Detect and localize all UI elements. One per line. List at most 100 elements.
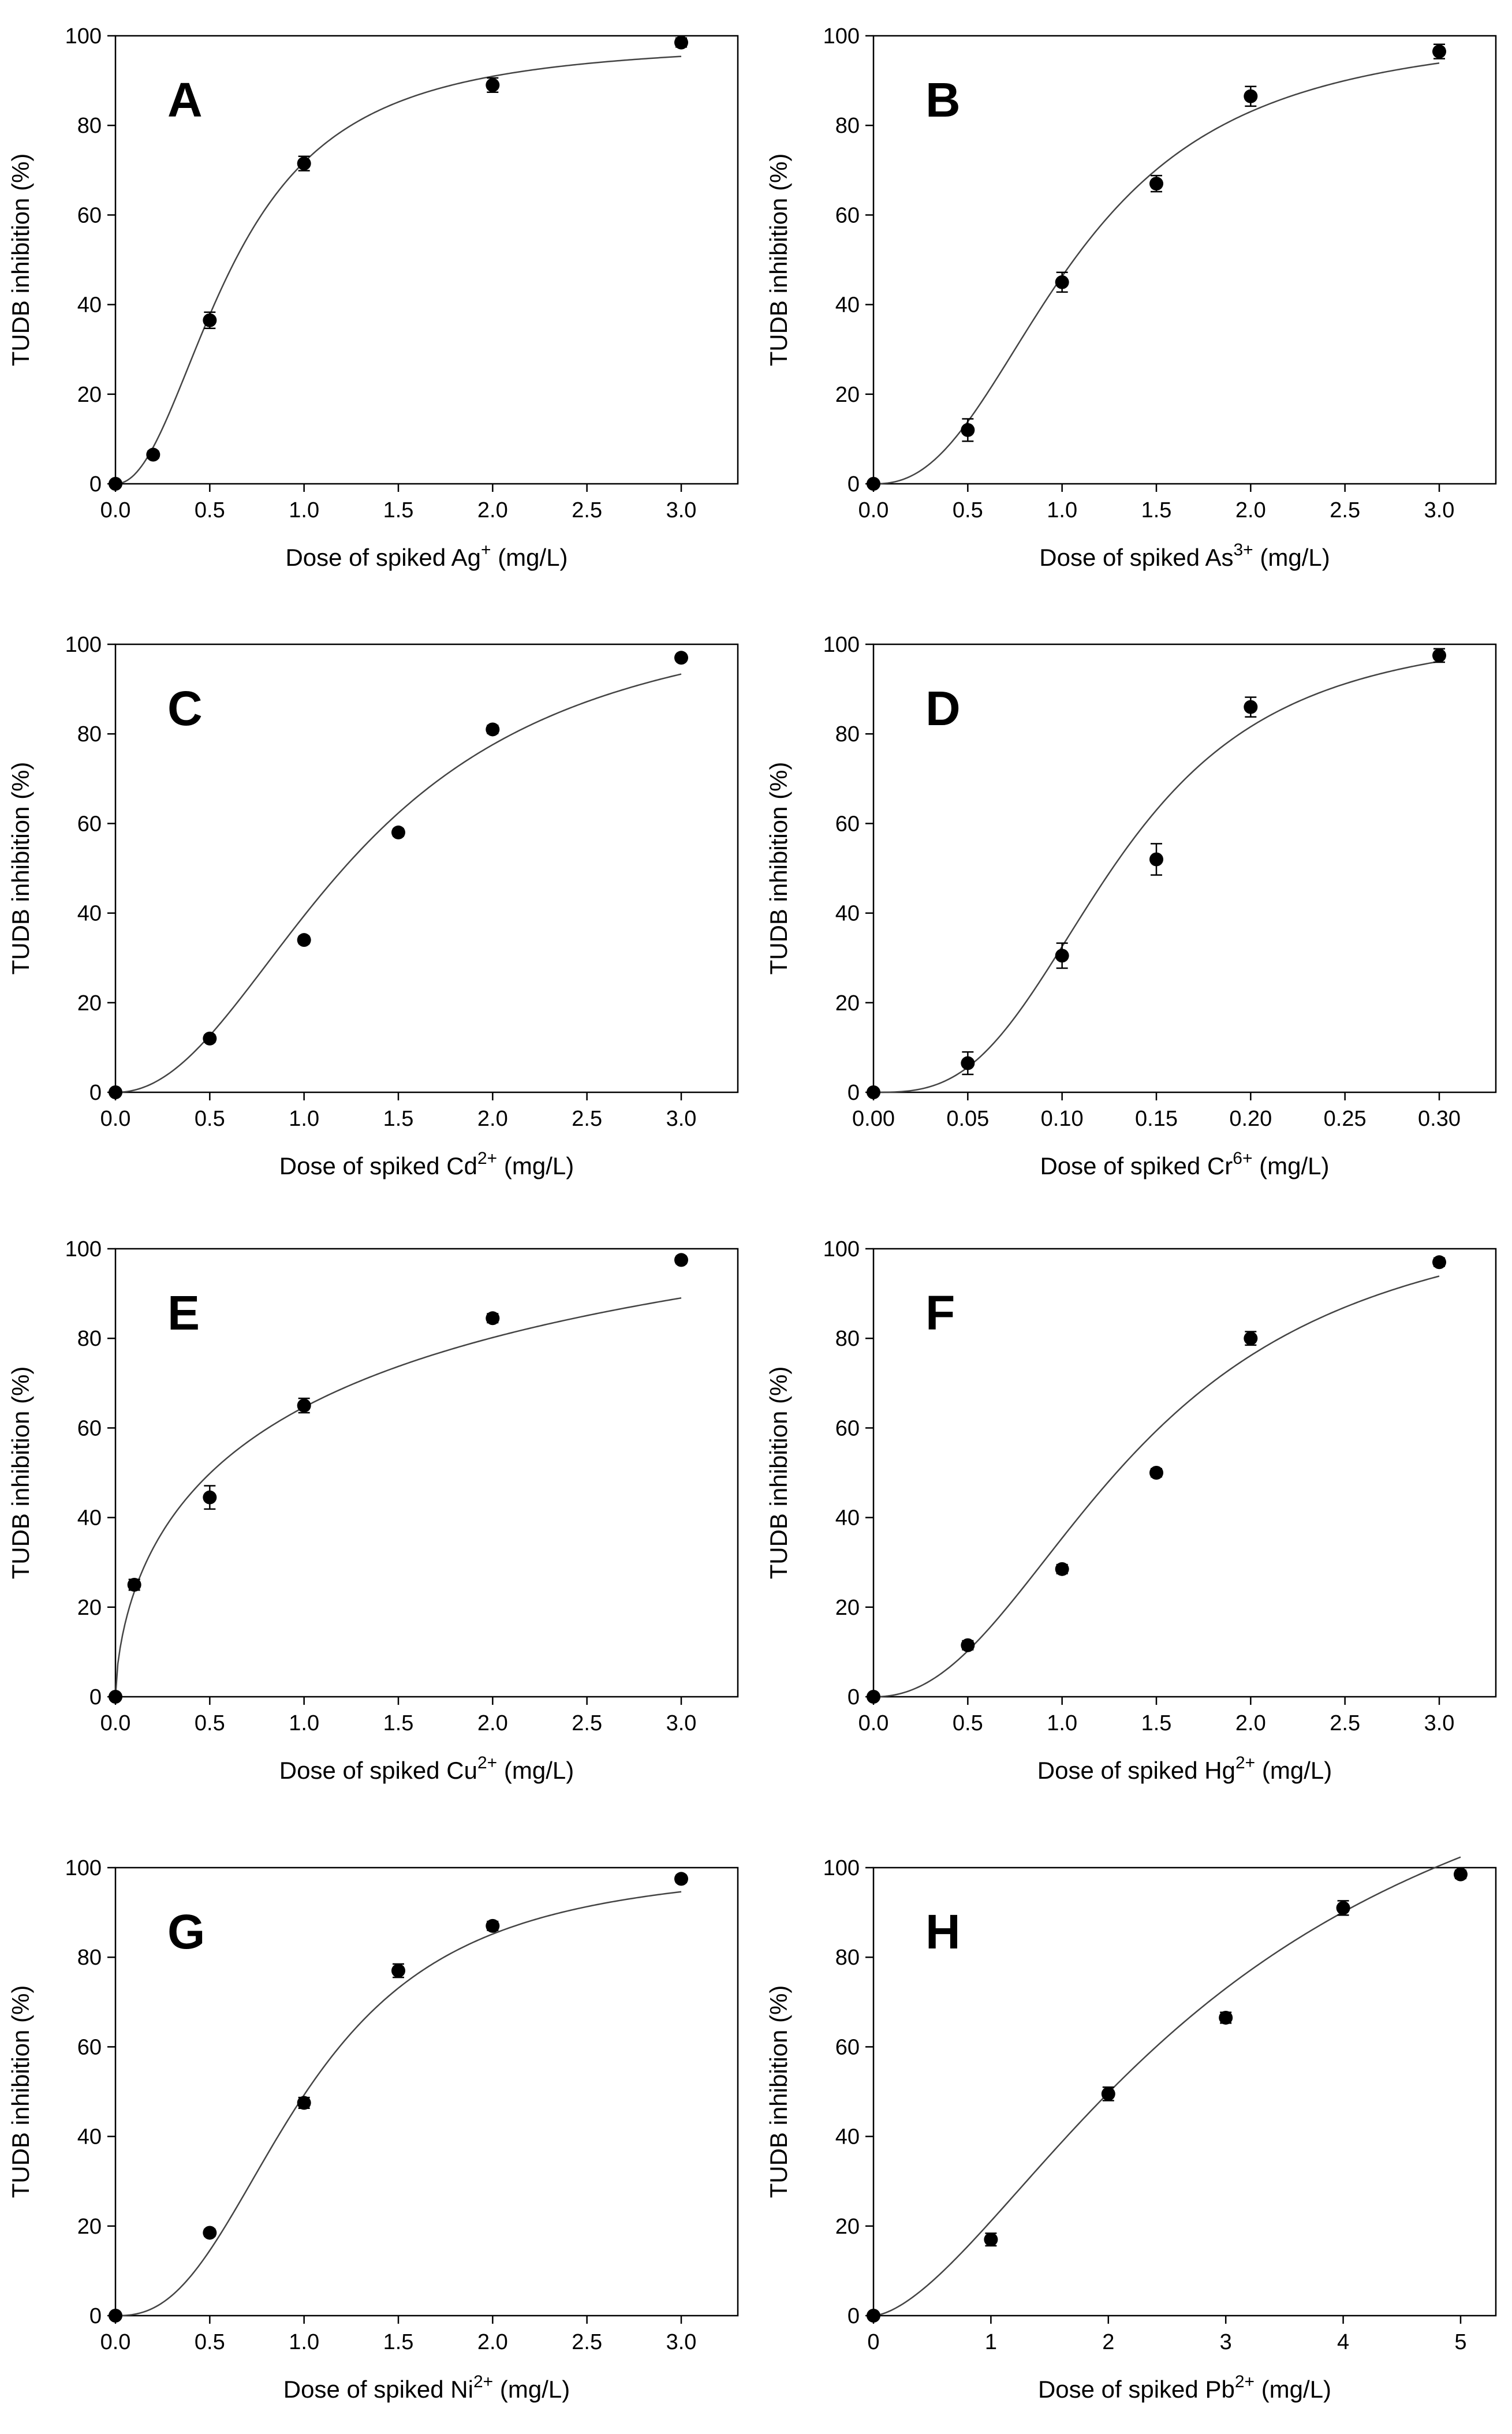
plot-frame	[872, 643, 1497, 1093]
data-point	[127, 1578, 141, 1592]
y-tick-label: 60	[835, 812, 860, 836]
y-tick-label: 60	[77, 812, 102, 836]
data-point	[1149, 852, 1163, 867]
x-axis-title-prefix: Dose of spiked	[279, 1152, 447, 1179]
panel-letter: A	[167, 73, 203, 127]
x-tick-label: 0.5	[195, 2330, 225, 2354]
panel-h: 0 1 2 3 4 5 0 20 40 60 80 100 TUDB inhibition (%) Dos…	[765, 1856, 1497, 2403]
x-axis-title: Dose of spiked Ni2+ (mg/L)	[283, 2372, 570, 2403]
x-axis-title-ion: Cr	[1207, 1152, 1233, 1179]
x-axis-title: Dose of spiked Cd2+ (mg/L)	[279, 1149, 574, 1179]
x-axis-title-ion: Hg	[1204, 1757, 1235, 1784]
x-tick-label: 0.0	[100, 498, 131, 522]
x-axis-title-prefix: Dose of spiked	[1038, 2376, 1205, 2403]
data-point	[391, 1963, 405, 1978]
x-axis-title: Dose of spiked Ag+ (mg/L)	[285, 540, 568, 571]
plot-frame	[872, 1866, 1497, 2317]
x-tick-label: 1.5	[383, 1711, 414, 1735]
data-point	[1055, 275, 1069, 289]
panel-letter: C	[167, 681, 203, 736]
data-point	[297, 933, 311, 947]
data-point	[1219, 2010, 1233, 2025]
x-axis-title-suffix: (mg/L)	[1255, 2376, 1331, 2403]
y-axis-title: TUDB inhibition (%)	[765, 1985, 792, 2198]
x-axis-title-charge: 2+	[1235, 2372, 1255, 2391]
data-point	[867, 477, 880, 491]
plot-frame	[872, 35, 1497, 485]
y-tick-label: 20	[835, 2215, 860, 2239]
x-axis-title-charge: 2+	[473, 2372, 493, 2391]
x-tick-label: 0.5	[195, 498, 225, 522]
x-axis-title-suffix: (mg/L)	[1253, 1152, 1330, 1179]
y-axis-title: TUDB inhibition (%)	[7, 1985, 34, 2198]
data-point	[109, 477, 122, 491]
y-tick-label: 40	[835, 293, 860, 318]
x-tick-label: 2.5	[1330, 498, 1360, 522]
x-tick-label: 2.0	[477, 2330, 508, 2354]
y-tick-label: 60	[835, 2035, 860, 2059]
data-point	[1244, 700, 1258, 714]
x-axis-title: Dose of spiked Hg2+ (mg/L)	[1037, 1753, 1332, 1784]
x-tick-label: 5	[1454, 2330, 1466, 2354]
data-point	[961, 1056, 975, 1070]
data-point	[486, 78, 500, 92]
x-axis-title-charge: 6+	[1233, 1149, 1252, 1168]
x-tick-label: 3.0	[1424, 498, 1455, 522]
x-tick-label: 1.5	[383, 498, 414, 522]
y-tick-label: 80	[835, 722, 860, 746]
plot-frame	[114, 1866, 739, 2317]
y-tick-label: 20	[77, 383, 102, 407]
data-point	[961, 1638, 975, 1652]
data-point	[1055, 949, 1069, 963]
x-tick-label: 3	[1220, 2330, 1232, 2354]
y-tick-label: 20	[77, 2215, 102, 2239]
y-tick-label: 0	[848, 1081, 860, 1105]
x-tick-label: 0.15	[1135, 1107, 1178, 1131]
data-point	[203, 313, 217, 327]
x-axis-title: Dose of spiked Cu2+ (mg/L)	[279, 1753, 574, 1784]
y-tick-label: 0	[848, 1685, 860, 1709]
x-axis-title-prefix: Dose of spiked	[1040, 1152, 1207, 1179]
x-tick-label: 1.0	[289, 2330, 319, 2354]
x-tick-label: 0.0	[100, 2330, 131, 2354]
x-tick-label: 2.5	[572, 1107, 602, 1131]
panel-c: 0.0 0.5 1.0 1.5 2.0 2.5 3.0 0 20 40 60 80 100 TUDB in…	[7, 633, 739, 1179]
y-tick-label: 100	[65, 1856, 102, 1880]
y-axis-title: TUDB inhibition (%)	[765, 154, 792, 367]
x-axis-title-charge: 2+	[477, 1149, 497, 1168]
data-point	[867, 2309, 880, 2323]
x-tick-label: 1.5	[383, 1107, 414, 1131]
y-tick-label: 40	[77, 1506, 102, 1530]
x-tick-label: 4	[1337, 2330, 1349, 2354]
x-tick-label: 0.0	[858, 498, 889, 522]
y-axis-title: TUDB inhibition (%)	[7, 1367, 34, 1580]
data-point	[109, 2309, 122, 2323]
panel-letter: E	[167, 1286, 200, 1340]
x-axis-title-prefix: Dose of spiked	[1037, 1757, 1205, 1784]
y-tick-label: 20	[835, 383, 860, 407]
x-axis-title-suffix: (mg/L)	[497, 1152, 574, 1179]
x-tick-label: 2.5	[572, 498, 602, 522]
data-point	[1244, 89, 1258, 103]
y-tick-label: 80	[77, 1946, 102, 1970]
x-tick-label: 3.0	[666, 1711, 697, 1735]
panel-letter: D	[925, 681, 961, 736]
x-axis-title-suffix: (mg/L)	[1253, 544, 1330, 571]
x-tick-label: 1.5	[1141, 498, 1172, 522]
x-tick-label: 0.5	[195, 1107, 225, 1131]
y-tick-label: 80	[77, 722, 102, 746]
y-tick-label: 40	[835, 902, 860, 926]
y-tick-label: 60	[77, 1416, 102, 1440]
x-tick-label: 2.0	[477, 1711, 508, 1735]
x-tick-label: 1.0	[289, 498, 319, 522]
x-tick-label: 0.05	[946, 1107, 989, 1131]
y-tick-label: 40	[77, 902, 102, 926]
x-axis-title-charge: 3+	[1233, 540, 1253, 559]
panel-d: 0.00 0.05 0.10 0.15 0.20 0.25 0.30 0 20 40 60 80 100…	[765, 633, 1497, 1179]
y-tick-label: 40	[77, 2125, 102, 2149]
data-point	[1244, 1331, 1258, 1346]
y-tick-label: 80	[835, 1327, 860, 1351]
x-tick-label: 0.00	[852, 1107, 895, 1131]
x-tick-label: 1.0	[1047, 498, 1077, 522]
data-point	[1336, 1901, 1350, 1915]
